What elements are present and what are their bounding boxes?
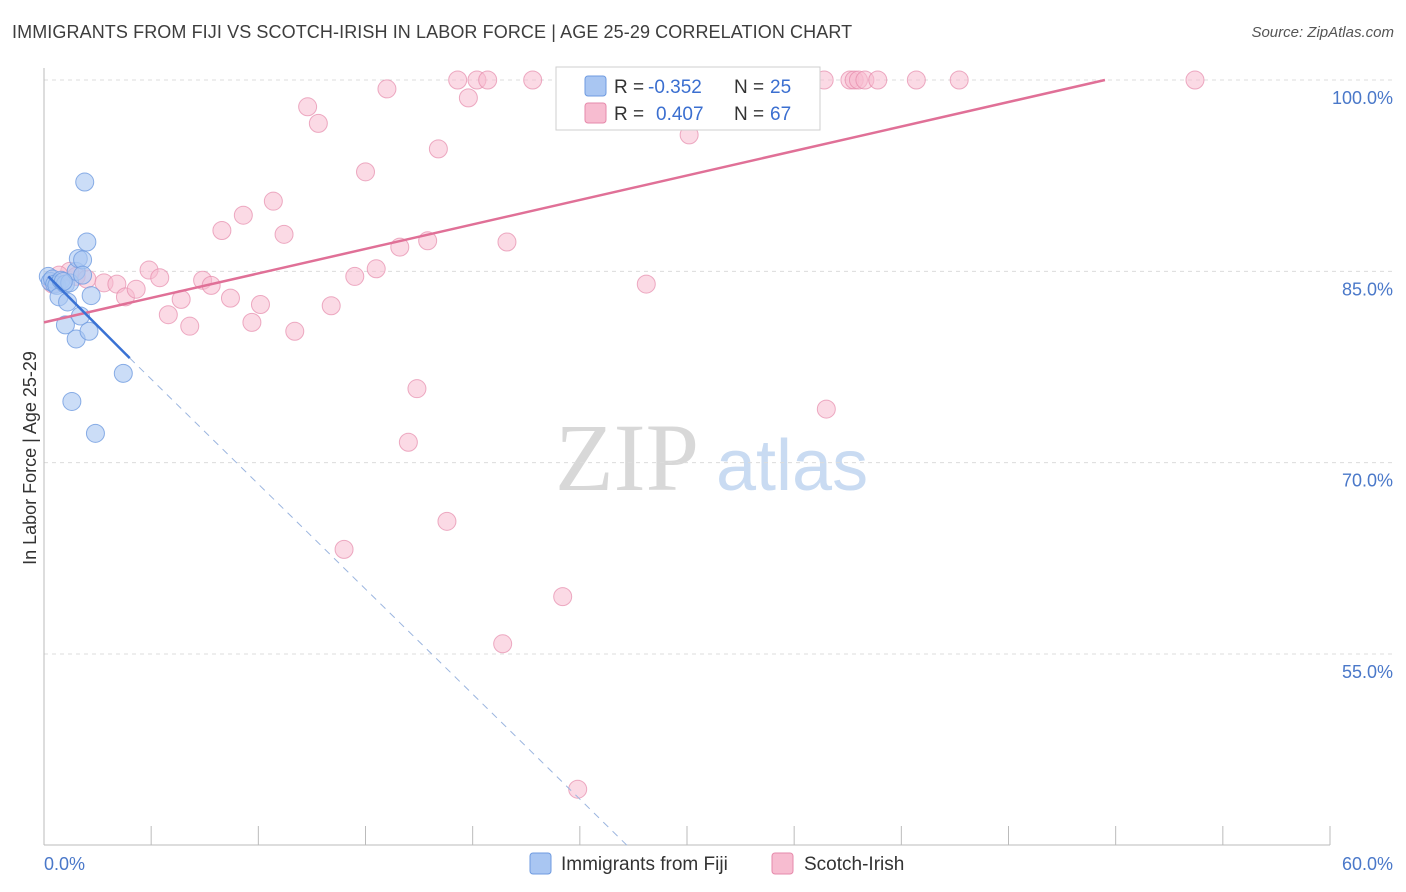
legend-r-value-scotch: 0.407 bbox=[656, 104, 704, 125]
fiji-point-17 bbox=[73, 265, 93, 285]
fiji-point-11 bbox=[62, 391, 82, 411]
legend-n-label-fiji: N = bbox=[734, 77, 764, 98]
gridlines bbox=[44, 79, 1393, 655]
series-legend-swatch-scotch bbox=[771, 852, 794, 875]
scotch-irish-point-30 bbox=[377, 79, 397, 99]
scotch-irish-point-28 bbox=[356, 162, 375, 182]
scotch-irish-point-36 bbox=[437, 511, 457, 531]
scotch-irish-trend-line bbox=[43, 78, 1106, 324]
legend-swatch-fiji bbox=[584, 75, 607, 97]
fiji-point-22 bbox=[85, 423, 105, 443]
scotch-irish-point-62 bbox=[868, 70, 888, 90]
x-tick-label-min: 0.0% bbox=[44, 854, 85, 874]
scotch-irish-point-42 bbox=[497, 232, 517, 252]
scotch-irish-point-44 bbox=[553, 587, 573, 607]
legend-n-value-fiji: 25 bbox=[770, 77, 791, 98]
scotch-irish-point-40 bbox=[478, 70, 498, 90]
fiji-point-19 bbox=[77, 232, 97, 252]
chart-title: IMMIGRANTS FROM FIJI VS SCOTCH-IRISH IN … bbox=[12, 22, 853, 42]
legend-n-label-scotch: N = bbox=[734, 104, 764, 125]
scotch-irish-point-15 bbox=[212, 221, 232, 241]
scotch-irish-point-27 bbox=[345, 266, 365, 286]
scotch-irish-point-32 bbox=[398, 432, 418, 452]
fiji-point-21 bbox=[81, 286, 101, 306]
series-legend-label-fiji: Immigrants from Fiji bbox=[561, 854, 728, 875]
scotch-irish-point-41 bbox=[493, 634, 513, 654]
scotch-irish-point-63 bbox=[906, 70, 926, 90]
correlation-legend: R = -0.352 N = 25 R = 0.407 N = 67 bbox=[555, 66, 821, 131]
fiji-point-18 bbox=[75, 172, 95, 192]
scotch-irish-point-22 bbox=[285, 321, 305, 341]
fiji-point-8 bbox=[55, 315, 75, 335]
x-tick-label-max: 60.0% bbox=[1342, 854, 1393, 874]
scotch-irish-point-35 bbox=[428, 139, 448, 159]
fiji-point-24 bbox=[53, 272, 73, 292]
scotch-irish-point-37 bbox=[448, 70, 468, 90]
scotch-irish-point-64 bbox=[949, 70, 969, 90]
scotch-irish-point-17 bbox=[233, 205, 253, 225]
fiji-point-23 bbox=[113, 363, 133, 383]
trend-lines bbox=[43, 78, 1106, 846]
x-ticks bbox=[150, 826, 1331, 845]
scotch-irish-point-23 bbox=[298, 97, 318, 117]
fiji-point-20 bbox=[79, 321, 99, 341]
scotch-irish-point-10 bbox=[158, 305, 178, 325]
scotch-irish-point-29 bbox=[366, 259, 386, 279]
scotch-irish-point-43 bbox=[523, 70, 543, 90]
y-tick-label-55: 55.0% bbox=[1342, 662, 1393, 682]
series-legend-label-scotch: Scotch-Irish bbox=[804, 854, 904, 875]
watermark-atlas: atlas bbox=[716, 426, 868, 506]
source-label: Source: ZipAtlas.com bbox=[1251, 24, 1394, 41]
scotch-irish-point-49 bbox=[636, 274, 656, 294]
legend-r-label-scotch: R = bbox=[614, 104, 644, 125]
y-tick-label-70: 70.0% bbox=[1342, 471, 1393, 491]
y-axis-label: In Labor Force | Age 25-29 bbox=[20, 351, 40, 565]
scotch-irish-point-24 bbox=[308, 113, 328, 133]
watermark-zip: ZIP bbox=[555, 404, 699, 511]
scotch-irish-point-26 bbox=[334, 539, 354, 559]
scotch-irish-point-20 bbox=[263, 191, 283, 211]
scotch-irish-point-19 bbox=[250, 294, 270, 314]
y-tick-label-100: 100.0% bbox=[1332, 88, 1393, 108]
scotch-irish-point-57 bbox=[816, 399, 836, 419]
legend-n-value-scotch: 67 bbox=[770, 104, 791, 125]
scotch-irish-point-33 bbox=[407, 379, 427, 399]
series-legend: Immigrants from Fiji Scotch-Irish bbox=[529, 852, 904, 875]
fiji-trend-line-extension bbox=[129, 357, 628, 846]
scotch-irish-point-7 bbox=[126, 279, 146, 299]
scotch-irish-point-9 bbox=[150, 268, 170, 288]
fiji-trend-line bbox=[47, 275, 131, 359]
fiji-points bbox=[38, 172, 133, 443]
scotch-irish-point-38 bbox=[458, 88, 478, 108]
fiji-point-9 bbox=[58, 292, 78, 312]
legend-r-label-fiji: R = bbox=[614, 77, 644, 98]
scotch-irish-point-65 bbox=[1185, 70, 1205, 90]
scotch-irish-point-25 bbox=[321, 296, 341, 316]
y-tick-label-85: 85.0% bbox=[1342, 279, 1393, 299]
legend-swatch-scotch bbox=[584, 102, 607, 124]
scotch-irish-point-18 bbox=[242, 312, 262, 332]
series-legend-swatch-fiji bbox=[529, 852, 552, 875]
legend-r-value-fiji: -0.352 bbox=[648, 77, 702, 98]
scotch-irish-point-16 bbox=[220, 288, 240, 308]
scotch-irish-point-12 bbox=[180, 316, 200, 336]
scotch-irish-point-21 bbox=[274, 224, 294, 244]
scotch-irish-point-45 bbox=[568, 779, 588, 799]
y-tick-labels: 55.0% 70.0% 85.0% 100.0% bbox=[1332, 88, 1393, 682]
